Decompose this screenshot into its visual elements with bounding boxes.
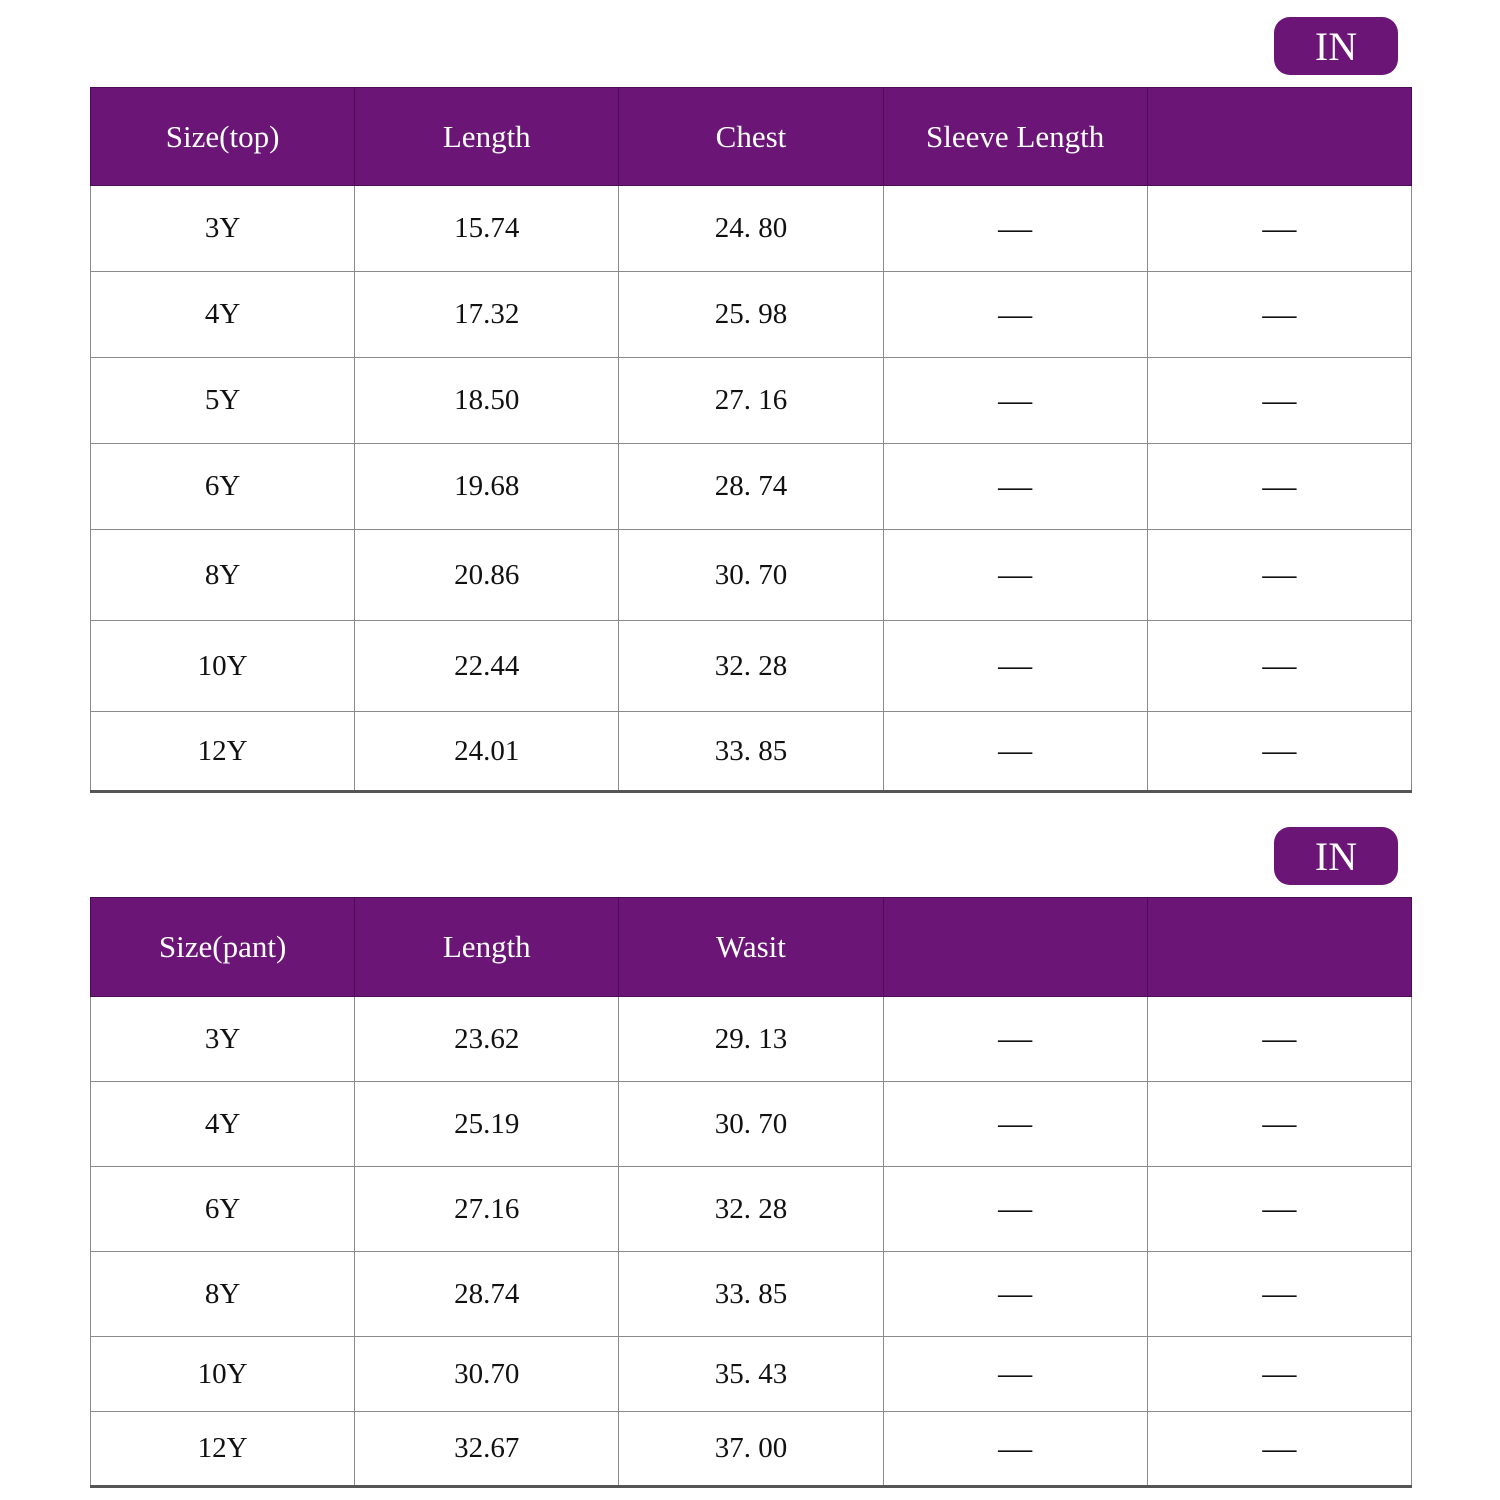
value-cell: —: [1146, 1081, 1413, 1167]
value-cell: —: [1146, 529, 1413, 621]
table-row: 4Y 25.19 30. 70— —: [89, 1081, 1413, 1167]
value-cell: —: [1146, 996, 1413, 1082]
table-row: 8Y 28.74 33. 85— —: [89, 1251, 1413, 1337]
value-cell: 30. 70: [618, 1081, 884, 1167]
value-cell: —: [1146, 1336, 1413, 1412]
column-header: Sleeve Length: [882, 87, 1148, 186]
value-cell: 25.19: [354, 1081, 620, 1167]
value-cell: 33. 85: [618, 1251, 884, 1337]
value-cell: —: [882, 1081, 1148, 1167]
header-row: Size(pant) Length Wasit: [89, 897, 1413, 997]
unit-badge-top: IN: [1274, 17, 1398, 75]
value-cell: 33. 85: [618, 711, 884, 792]
size-cell: 12Y: [89, 1411, 356, 1487]
table-row: 12Y 32.67 37. 00— —: [89, 1411, 1413, 1487]
value-cell: —: [882, 996, 1148, 1082]
value-cell: 27. 16: [618, 357, 884, 444]
value-cell: —: [1146, 711, 1413, 792]
table-row: 6Y 27.16 32. 28— —: [89, 1166, 1413, 1252]
value-cell: —: [882, 1166, 1148, 1252]
column-header: [882, 897, 1148, 997]
value-cell: —: [882, 1251, 1148, 1337]
table-row: 5Y 18.50 27. 16— —: [89, 357, 1413, 444]
value-cell: —: [1146, 1166, 1413, 1252]
table-row: 4Y 17.32 25. 98— —: [89, 271, 1413, 358]
table-row: 8Y 20.86 30. 70— —: [89, 529, 1413, 621]
value-cell: —: [1146, 1411, 1413, 1487]
value-cell: 28. 74: [618, 443, 884, 530]
value-cell: —: [882, 443, 1148, 530]
column-header: Size(pant): [89, 897, 356, 997]
value-cell: 30.70: [354, 1336, 620, 1412]
value-cell: —: [1146, 185, 1413, 272]
column-header: Wasit: [618, 897, 884, 997]
size-cell: 5Y: [89, 357, 356, 444]
value-cell: —: [882, 271, 1148, 358]
size-cell: 12Y: [89, 711, 356, 792]
value-cell: 15.74: [354, 185, 620, 272]
value-cell: —: [882, 357, 1148, 444]
size-cell: 8Y: [89, 529, 356, 621]
unit-badge-pant: IN: [1274, 827, 1398, 885]
column-header: Chest: [618, 87, 884, 186]
column-header: Length: [354, 87, 620, 186]
value-cell: —: [1146, 620, 1413, 712]
value-cell: 24.01: [354, 711, 620, 792]
value-cell: —: [1146, 357, 1413, 444]
pant-size-table: Size(pant) Length Wasit 3Y 23.62 29. 13— —4Y 2…: [89, 897, 1413, 1488]
table-row: 3Y 15.74 24. 80— —: [89, 185, 1413, 272]
value-cell: —: [882, 1411, 1148, 1487]
value-cell: 25. 98: [618, 271, 884, 358]
value-cell: 28.74: [354, 1251, 620, 1337]
value-cell: 24. 80: [618, 185, 884, 272]
size-cell: 3Y: [89, 996, 356, 1082]
value-cell: —: [882, 529, 1148, 621]
size-cell: 6Y: [89, 1166, 356, 1252]
value-cell: 32.67: [354, 1411, 620, 1487]
value-cell: 32. 28: [618, 1166, 884, 1252]
size-cell: 3Y: [89, 185, 356, 272]
value-cell: 22.44: [354, 620, 620, 712]
size-cell: 4Y: [89, 1081, 356, 1167]
table-row: 12Y 24.01 33. 85— —: [89, 711, 1413, 792]
value-cell: 29. 13: [618, 996, 884, 1082]
value-cell: —: [882, 711, 1148, 792]
value-cell: —: [1146, 271, 1413, 358]
value-cell: 35. 43: [618, 1336, 884, 1412]
column-header: [1146, 897, 1413, 997]
size-cell: 10Y: [89, 620, 356, 712]
header-row: Size(top) Length Chest Sleeve Length: [89, 87, 1413, 186]
table-row: 3Y 23.62 29. 13— —: [89, 996, 1413, 1082]
size-cell: 4Y: [89, 271, 356, 358]
size-cell: 6Y: [89, 443, 356, 530]
table-row: 10Y 22.44 32. 28— —: [89, 620, 1413, 712]
value-cell: 37. 00: [618, 1411, 884, 1487]
column-header: Length: [354, 897, 620, 997]
value-cell: 17.32: [354, 271, 620, 358]
value-cell: 32. 28: [618, 620, 884, 712]
size-cell: 8Y: [89, 1251, 356, 1337]
value-cell: 18.50: [354, 357, 620, 444]
value-cell: 23.62: [354, 996, 620, 1082]
value-cell: —: [882, 620, 1148, 712]
value-cell: 27.16: [354, 1166, 620, 1252]
table-row: 10Y 30.70 35. 43— —: [89, 1336, 1413, 1412]
value-cell: —: [1146, 1251, 1413, 1337]
value-cell: 19.68: [354, 443, 620, 530]
column-header: Size(top): [89, 87, 356, 186]
value-cell: —: [882, 185, 1148, 272]
value-cell: 30. 70: [618, 529, 884, 621]
value-cell: —: [1146, 443, 1413, 530]
size-cell: 10Y: [89, 1336, 356, 1412]
column-header: [1146, 87, 1413, 186]
value-cell: 20.86: [354, 529, 620, 621]
value-cell: —: [882, 1336, 1148, 1412]
top-size-table: Size(top) Length Chest Sleeve Length 3Y 15.7…: [89, 87, 1413, 793]
table-row: 6Y 19.68 28. 74— —: [89, 443, 1413, 530]
